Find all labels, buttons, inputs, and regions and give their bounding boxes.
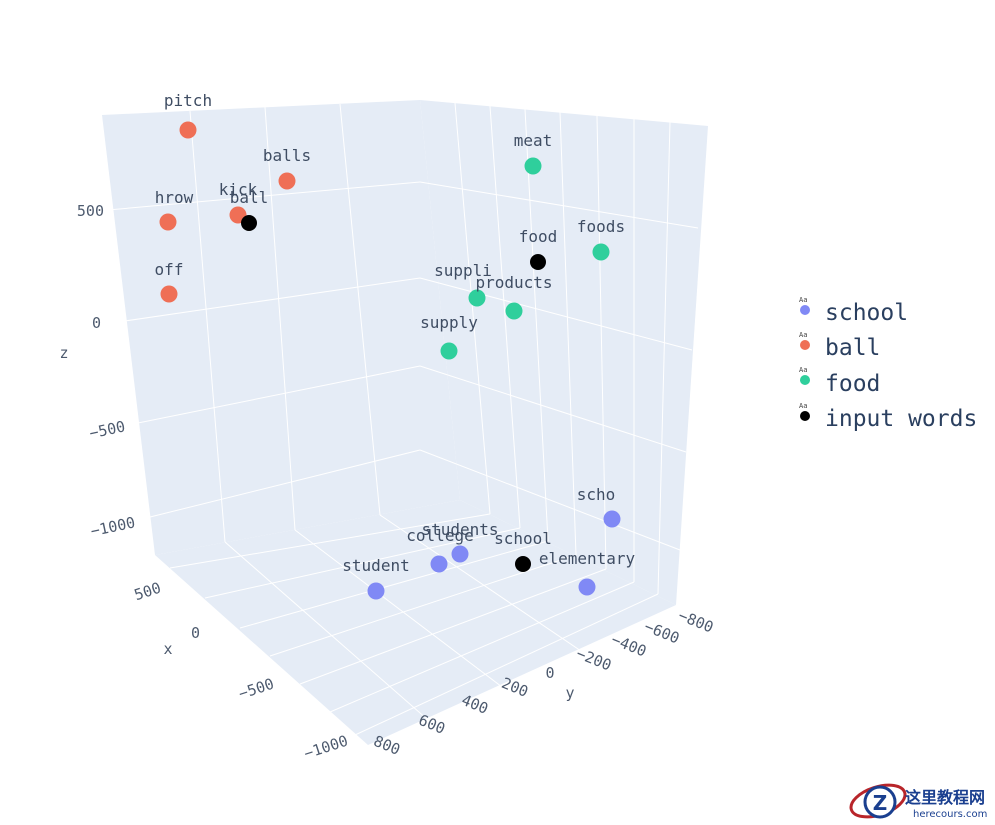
legend-label-ball: ball (825, 335, 880, 361)
point-label-college: college (406, 526, 473, 545)
x-tick-label: 500 (132, 579, 163, 604)
legend-symbol-text: Aa (799, 366, 807, 374)
point-input-words-school[interactable] (515, 556, 531, 572)
watermark: Z 这里教程网 herecours.com (849, 783, 987, 820)
watermark-logo-icon: Z (849, 783, 907, 819)
point-label-elementary: elementary (539, 549, 636, 568)
floor-grid-y (169, 513, 659, 736)
floor (155, 500, 676, 745)
legend-marker-ball (800, 340, 810, 350)
floor-grid-x (224, 514, 616, 749)
point-ball-off[interactable] (160, 285, 178, 303)
legend-label-food: food (825, 371, 880, 397)
legend-symbol-text: Aa (799, 296, 807, 304)
x-tick-label: 0 (191, 624, 200, 642)
watermark-url: herecours.com (913, 809, 987, 820)
y-tick-label: 200 (499, 674, 531, 701)
point-ball-pitch[interactable] (179, 121, 197, 139)
y-tick-label: 400 (459, 691, 491, 718)
point-input-words-ball[interactable] (241, 215, 257, 231)
point-label-off: off (155, 260, 184, 279)
legend-symbol-text: Aa (799, 331, 807, 339)
point-ball-balls[interactable] (278, 172, 296, 190)
x-axis-title: x (163, 640, 172, 658)
y-tick-label: 0 (545, 664, 554, 682)
y-axis-title: y (565, 684, 574, 702)
point-food-products[interactable] (505, 302, 523, 320)
x-tick-label: −1000 (302, 732, 351, 763)
legend-marker-input-words (800, 411, 810, 421)
point-food-supply[interactable] (440, 342, 458, 360)
right-wall-grid-z (419, 181, 699, 551)
point-school-scho[interactable] (603, 510, 621, 528)
point-food-suppli[interactable] (468, 289, 486, 307)
legend-item-food[interactable]: Aa food (799, 366, 880, 397)
point-label-pitch: pitch (164, 91, 212, 110)
legend-marker-school (800, 305, 810, 315)
legend: Aa school Aa ball Aa food Aa input words (799, 296, 977, 432)
point-label-students: students (421, 520, 498, 539)
y-tick-label: −200 (574, 644, 614, 674)
z-axis-title: z (59, 344, 68, 362)
point-label-supply: supply (420, 313, 478, 332)
point-food-foods[interactable] (592, 243, 610, 261)
left-wall-grid-z (107, 181, 421, 521)
point-label-products: products (475, 273, 552, 292)
z-tick-label: −1000 (89, 513, 137, 540)
y-tick-label: −400 (609, 630, 649, 660)
x-tick-label: −500 (236, 675, 276, 703)
y-tick-label: −800 (676, 606, 716, 636)
z-tick-label: −500 (88, 417, 127, 442)
legend-label-school: school (825, 300, 908, 326)
point-school-elementary[interactable] (578, 578, 596, 596)
watermark-logo-letter: Z (873, 791, 888, 815)
point-label-school: school (494, 529, 552, 548)
point-label-scho: scho (577, 485, 616, 504)
point-school-college[interactable] (430, 555, 448, 573)
back-right-wall (420, 100, 708, 605)
left-wall-grid-x (189, 103, 381, 543)
legend-item-input-words[interactable]: Aa input words (799, 402, 977, 432)
point-school-student[interactable] (367, 582, 385, 600)
point-label-student: student (342, 556, 409, 575)
z-tick-label: 0 (92, 314, 101, 332)
point-label-kick: kick (219, 180, 258, 199)
point-label-suppli: suppli (434, 261, 492, 280)
point-input-words-food[interactable] (530, 254, 546, 270)
legend-item-school[interactable]: Aa school (799, 296, 908, 326)
legend-marker-food (800, 375, 810, 385)
legend-label-input-words: input words (825, 406, 977, 432)
watermark-text: 这里教程网 (905, 788, 985, 807)
point-label-balls: balls (263, 146, 311, 165)
point-label-hrow: hrow (155, 188, 194, 207)
point-label-ball: ball (230, 188, 269, 207)
right-wall-grid-y (454, 102, 671, 595)
point-ball-hrow[interactable] (159, 213, 177, 231)
point-label-foods: foods (577, 217, 625, 236)
y-tick-label: 800 (371, 732, 403, 759)
point-food-meat[interactable] (524, 157, 542, 175)
legend-symbol-text: Aa (799, 402, 807, 410)
point-label-meat: meat (514, 131, 553, 150)
point-label-food: food (519, 227, 558, 246)
legend-item-ball[interactable]: Aa ball (799, 331, 880, 361)
point-school-students[interactable] (451, 545, 469, 563)
z-tick-label: 500 (77, 202, 104, 220)
